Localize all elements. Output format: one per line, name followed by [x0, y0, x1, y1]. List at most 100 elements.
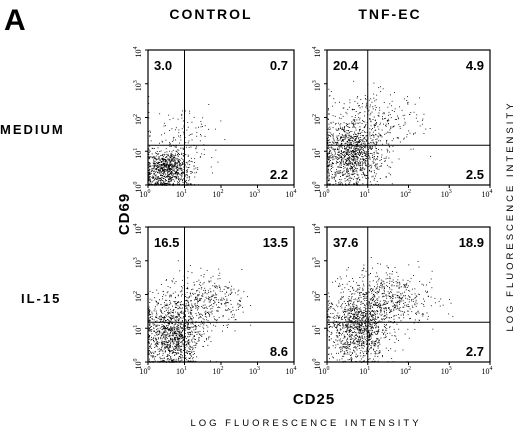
event-dot: [343, 355, 345, 357]
event-dot: [188, 343, 189, 344]
event-dot: [360, 309, 362, 311]
event-dot: [340, 155, 342, 157]
event-dot: [370, 323, 372, 325]
event-dot: [346, 152, 348, 153]
event-dot: [190, 353, 191, 354]
event-dot: [366, 320, 368, 322]
event-dot: [355, 337, 357, 339]
event-dot: [381, 163, 383, 164]
event-dot: [343, 168, 345, 170]
event-dot: [180, 333, 181, 335]
event-dot: [168, 349, 169, 351]
event-dot: [181, 173, 182, 175]
event-dot: [385, 123, 387, 125]
event-dot: [159, 330, 160, 332]
event-dot: [356, 335, 358, 336]
event-dot: [204, 304, 206, 306]
event-dot: [375, 321, 376, 322]
event-dot: [340, 319, 342, 321]
event-dot: [365, 319, 366, 321]
event-dot: [353, 166, 355, 167]
event-dot: [359, 122, 361, 124]
event-dot: [385, 334, 387, 336]
event-dot: [190, 313, 192, 315]
event-dot: [365, 153, 367, 155]
event-dot: [335, 321, 337, 323]
event-dot: [170, 356, 172, 358]
event-dot: [338, 139, 340, 141]
event-dot: [357, 178, 358, 180]
event-dot: [360, 324, 362, 326]
event-dot: [360, 144, 362, 146]
event-dot: [152, 356, 154, 358]
event-dot: [341, 145, 343, 147]
event-dot: [214, 300, 216, 302]
event-dot: [174, 339, 176, 341]
event-dot: [166, 292, 168, 294]
event-dot: [364, 121, 366, 123]
event-dot: [357, 328, 359, 330]
event-dot: [163, 360, 165, 362]
event-dot: [229, 281, 230, 283]
event-dot: [152, 177, 154, 179]
event-dot: [346, 316, 348, 318]
event-dot: [376, 138, 378, 140]
event-dot: [366, 140, 367, 142]
event-dot: [368, 339, 369, 341]
event-dot: [188, 339, 190, 340]
event-dot: [363, 150, 365, 152]
event-dot: [160, 338, 162, 340]
event-dot: [158, 332, 160, 334]
event-dot: [192, 347, 194, 349]
event-dot: [218, 317, 220, 318]
event-dot: [416, 114, 418, 116]
event-dot: [164, 302, 165, 304]
event-dot: [199, 300, 201, 302]
event-dot: [163, 294, 165, 296]
event-dot: [149, 135, 151, 137]
event-dot: [348, 134, 350, 136]
event-dot: [361, 156, 362, 158]
event-dot: [359, 332, 361, 334]
event-dot: [372, 329, 373, 331]
event-dot: [331, 303, 333, 305]
event-dot: [208, 292, 210, 294]
event-dot: [360, 141, 361, 143]
event-dot: [368, 358, 370, 360]
event-dot: [167, 169, 169, 171]
event-dot: [393, 125, 395, 127]
event-dot: [351, 150, 353, 152]
event-dot: [166, 183, 167, 184]
event-dot: [348, 132, 350, 133]
event-dot: [159, 348, 161, 350]
event-dot: [356, 173, 358, 175]
event-dot: [153, 156, 154, 158]
event-dot: [196, 151, 198, 153]
event-dot: [397, 137, 399, 139]
event-dot: [178, 349, 180, 351]
event-dot: [194, 303, 196, 304]
event-dot: [181, 174, 183, 176]
event-dot: [377, 342, 379, 344]
event-dot: [194, 304, 196, 306]
event-dot: [343, 155, 345, 156]
event-dot: [162, 341, 164, 343]
event-dot: [327, 330, 329, 332]
event-dot: [163, 183, 165, 185]
event-dot: [331, 152, 333, 154]
event-dot: [341, 164, 342, 166]
event-dot: [364, 155, 366, 156]
event-dot: [344, 143, 346, 145]
event-dot: [160, 178, 162, 180]
event-dot: [190, 307, 191, 309]
event-dot: [337, 173, 339, 174]
event-dot: [329, 149, 331, 151]
event-dot: [353, 165, 355, 166]
event-dot: [178, 167, 179, 169]
event-dot: [375, 123, 377, 124]
event-dot: [187, 142, 189, 144]
event-dot: [365, 333, 367, 335]
event-dot: [370, 341, 372, 342]
event-dot: [210, 360, 211, 362]
event-dot: [342, 160, 344, 162]
